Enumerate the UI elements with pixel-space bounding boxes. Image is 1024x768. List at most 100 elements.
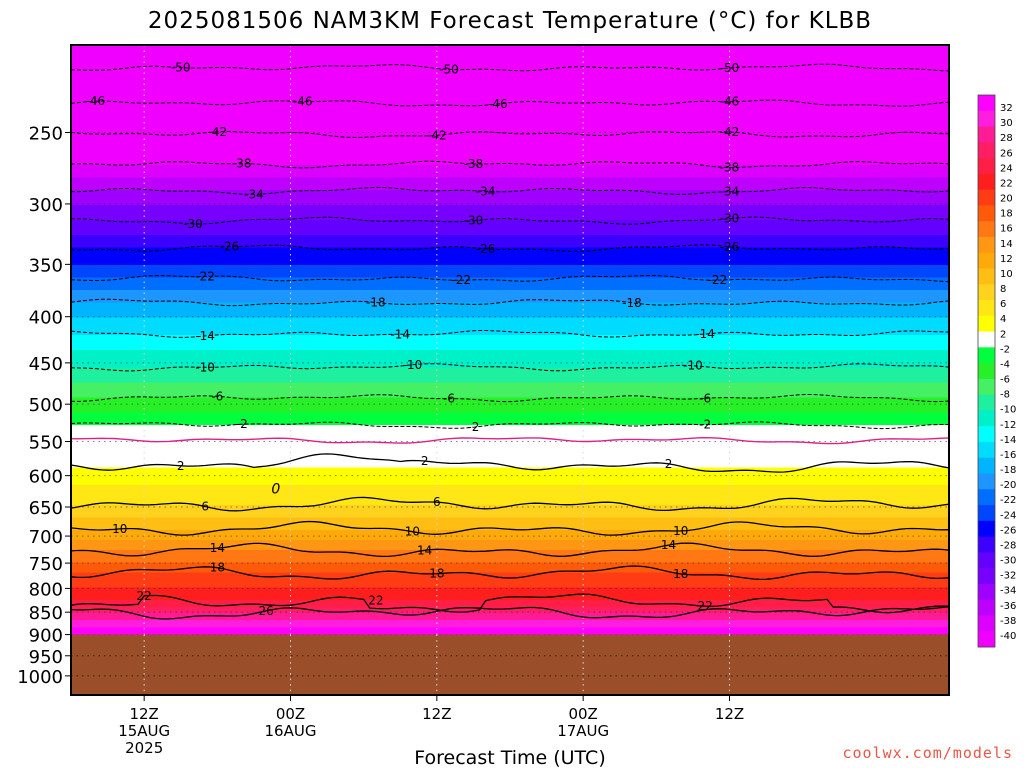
isotherm-label: 2 <box>177 459 185 473</box>
colorbar-label: -16 <box>1000 450 1016 461</box>
isotherm-label: 14 <box>661 538 676 552</box>
below-ground-surface <box>71 634 949 695</box>
colorbar-label: 18 <box>1000 209 1013 220</box>
colorbar-label: -40 <box>1000 631 1016 642</box>
colorbar-cell <box>978 110 995 127</box>
isotherm-label: -46 <box>86 94 106 108</box>
x-tick-label: 00Z <box>276 705 305 723</box>
colorbar-cell <box>978 489 995 506</box>
y-tick-label: 650 <box>29 498 63 519</box>
colorbar-cell <box>978 173 995 191</box>
colorbar-label: 24 <box>1000 163 1013 174</box>
isotherm-6 <box>71 496 949 512</box>
colorbar-cell <box>978 505 995 522</box>
isotherm-label: -14 <box>195 329 215 343</box>
x-tick-label: 17AUG <box>557 722 609 740</box>
colorbar-label: -36 <box>1000 601 1016 612</box>
colorbar-label: 16 <box>1000 224 1013 235</box>
isotherm-label: -34 <box>244 187 264 201</box>
isotherm-label: 22 <box>697 599 712 613</box>
isotherm-2 <box>71 453 949 473</box>
x-tick-label: 12Z <box>715 705 744 723</box>
colorbar-label: -26 <box>1000 525 1016 536</box>
colorbar-cell <box>978 394 995 411</box>
x-tick-label: 12Z <box>129 705 158 723</box>
zero-annotation: 0 <box>271 482 280 498</box>
colorbar-label: 12 <box>1000 254 1013 265</box>
colorbar-label: -38 <box>1000 616 1016 627</box>
colorbar-label: -12 <box>1000 420 1016 431</box>
colorbar-cell <box>978 457 995 474</box>
isotherm--14 <box>71 330 949 338</box>
colorbar-label: 32 <box>1000 103 1013 114</box>
colorbar-cell <box>978 631 995 648</box>
isotherm-label: 18 <box>429 567 444 581</box>
isotherm-lines <box>71 63 949 620</box>
y-tick-label: 600 <box>29 467 63 488</box>
colorbar-cell <box>978 536 995 553</box>
isotherm--22 <box>71 274 949 283</box>
isotherm-label: -42 <box>427 128 447 142</box>
x-tick-label: 00Z <box>568 705 597 723</box>
colorbar-label: -2 <box>1000 344 1010 355</box>
isotherm-label: -22 <box>195 269 215 283</box>
isotherm-label: -42 <box>720 125 740 139</box>
y-tick-label: 1000 <box>17 667 63 688</box>
isotherm-22 <box>71 593 949 614</box>
isotherm-label: -30 <box>720 212 740 226</box>
isotherm-label: -34 <box>720 185 740 199</box>
colorbar-cell <box>978 205 995 222</box>
isotherm-label: -6 <box>211 389 223 403</box>
colorbar-label: 28 <box>1000 133 1013 144</box>
isotherm-label: 10 <box>112 522 127 536</box>
colorbar-label: 10 <box>1000 269 1013 280</box>
isotherm-label: -6 <box>699 391 711 405</box>
x-tick-label: 15AUG <box>118 722 170 740</box>
isotherm--38 <box>71 160 949 169</box>
isotherm-label: 26 <box>258 604 273 618</box>
y-axis-ticks: 2503003504004505005506006507007508008509… <box>17 123 71 688</box>
colorbar-cell <box>978 252 995 269</box>
colorbar-label: -20 <box>1000 480 1016 491</box>
x-tick-label: 2025 <box>125 739 163 757</box>
isotherm-label: -10 <box>195 360 215 374</box>
colorbar-label: 4 <box>1000 314 1006 325</box>
colorbar-cell <box>978 126 995 143</box>
colorbar-label: 22 <box>1000 178 1013 189</box>
colorbar-cell <box>978 568 995 585</box>
isotherm-26 <box>71 606 949 620</box>
isotherm-label: -38 <box>720 161 740 175</box>
isotherm--50 <box>71 63 949 72</box>
colorbar-label: -18 <box>1000 465 1016 476</box>
colorbar-cell <box>978 331 995 348</box>
isotherm-label: 10 <box>673 524 688 538</box>
colorbar-label: -34 <box>1000 586 1016 597</box>
isotherm-label: -26 <box>476 242 496 256</box>
isotherm--46 <box>71 99 949 107</box>
colorbar-cell <box>978 520 995 537</box>
x-tick-label: 12Z <box>422 705 451 723</box>
colorbar-cell <box>978 300 995 317</box>
colorbar-label: -8 <box>1000 390 1010 401</box>
isotherm-18 <box>71 565 949 581</box>
colorbar-label: -4 <box>1000 359 1010 370</box>
colorbar-cell <box>978 583 995 601</box>
isotherm-label: -18 <box>366 295 386 309</box>
isotherm-label: 14 <box>210 541 225 555</box>
colorbar: 32 30 28 26 24 22 20 18 16 14 12 10 8 6 4 2 -2 -4 -6 -8 -10 -… <box>977 94 1016 648</box>
isotherm-label: 10 <box>405 525 420 539</box>
isotherm-label: -26 <box>720 240 740 254</box>
y-tick-label: 900 <box>29 626 63 647</box>
watermark: coolwx.com/models <box>842 744 1013 762</box>
isotherm--26 <box>71 244 949 253</box>
x-axis-label: Forecast Time (UTC) <box>414 747 605 768</box>
colorbar-cell <box>978 426 995 443</box>
y-tick-label: 350 <box>29 255 63 276</box>
colorbar-cell <box>978 552 995 569</box>
isotherm-label: -22 <box>451 273 471 287</box>
colorbar-label: -32 <box>1000 571 1016 582</box>
x-tick-label: 16AUG <box>265 722 317 740</box>
isotherm-label: 6 <box>201 500 209 514</box>
colorbar-cell <box>978 363 995 380</box>
